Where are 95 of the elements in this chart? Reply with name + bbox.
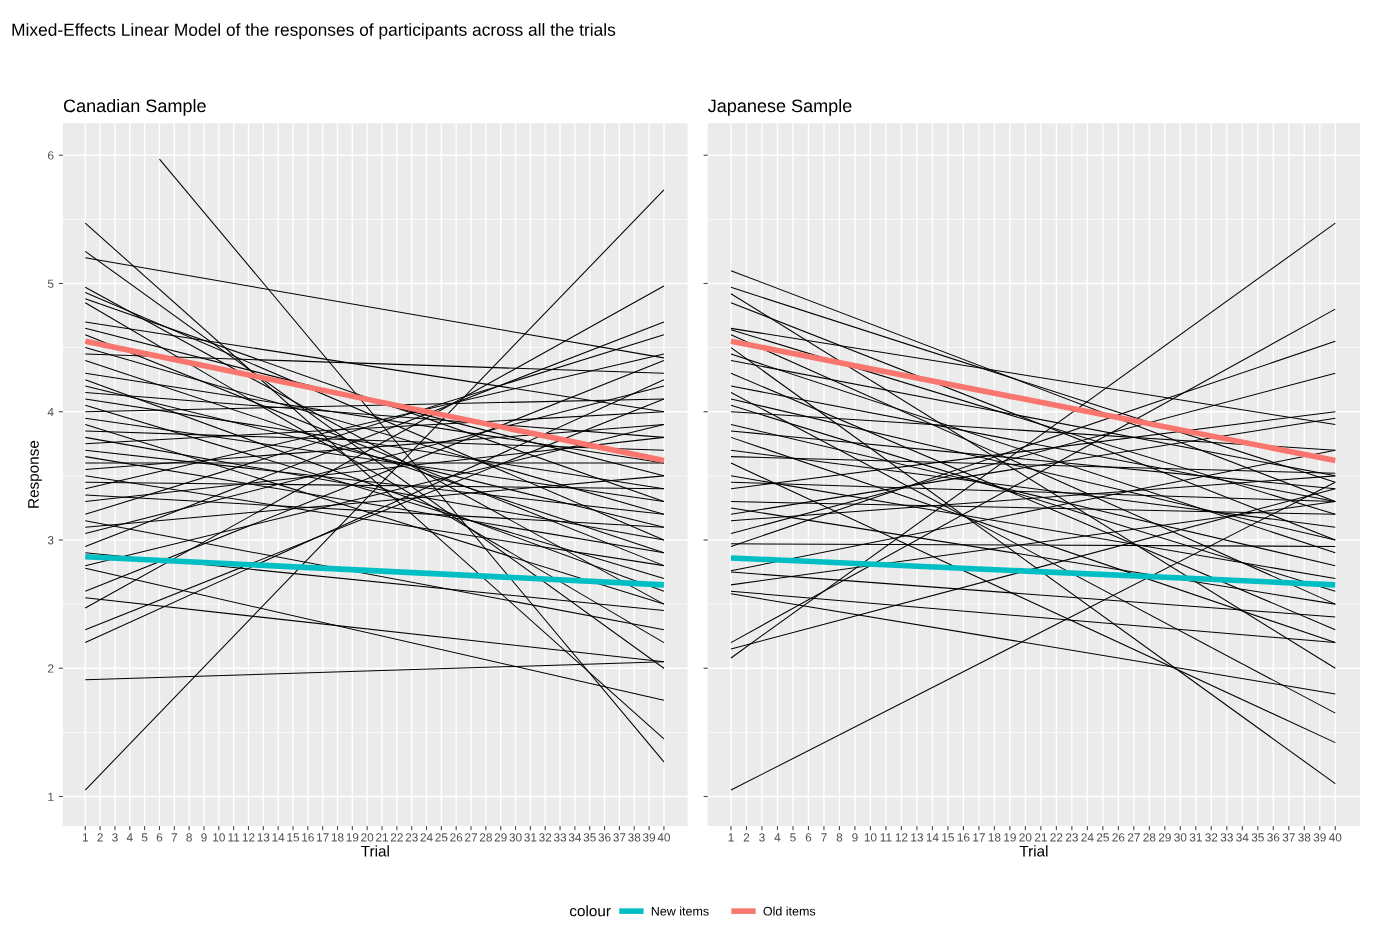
x-tick-label: 14	[272, 833, 285, 842]
x-tick-label: 26	[450, 833, 463, 842]
text: Mixed-Effects Linear Model of the responses of participants across all the trials	[12, 23, 616, 40]
x-tick-label: 40	[657, 833, 671, 842]
y-tick-label: 4	[47, 407, 54, 417]
x-tick-label: 35	[583, 833, 596, 842]
x-tick-label: 13	[911, 833, 923, 842]
x-tick-label: 3	[112, 833, 118, 842]
x-tick-label: 23	[405, 833, 418, 842]
x-tick-label: 28	[1143, 833, 1156, 842]
x-tick-label: 2	[97, 833, 103, 842]
x-tick-label: 7	[171, 833, 177, 842]
x-tick-label: 3	[759, 833, 765, 842]
x-tick-label: 32	[539, 833, 552, 842]
x-tick-label: 8	[186, 833, 192, 842]
x-tick-label: 4	[126, 833, 133, 842]
x-tick-label: 37	[613, 833, 626, 842]
x-tick-label: 27	[465, 833, 478, 842]
x-tick-label: 20	[361, 833, 374, 842]
x-tick-label: 31	[1189, 833, 1202, 842]
x-tick-label: 19	[346, 833, 359, 842]
x-tick-label: 11	[228, 833, 240, 842]
x-axis-title: Trial	[361, 845, 389, 857]
x-tick-label: 11	[880, 833, 892, 842]
y-axis-title: Response	[28, 440, 42, 508]
x-tick-label: 34	[1236, 833, 1249, 842]
x-tick-label: 6	[805, 833, 812, 842]
x-tick-label: 31	[524, 833, 537, 842]
x-tick-label: 12	[895, 833, 908, 842]
legend-label: New items	[651, 906, 709, 916]
x-tick-label: 21	[376, 833, 388, 842]
x-tick-label: 33	[553, 833, 567, 842]
x-tick-label: 27	[1127, 833, 1140, 842]
x-tick-label: 26	[1112, 833, 1125, 842]
x-tick-label: 24	[1081, 833, 1094, 842]
x-tick-label: 18	[988, 833, 1001, 842]
y-tick-label: 3	[47, 536, 54, 545]
x-tick-label: 10	[213, 833, 225, 842]
x-tick-label: 16	[957, 833, 970, 842]
x-tick-label: 2	[743, 833, 750, 842]
x-tick-label: 16	[302, 833, 314, 842]
x-tick-label: 21	[1034, 833, 1047, 842]
x-tick-label: 29	[1158, 833, 1171, 842]
x-tick-label: 38	[628, 833, 641, 842]
x-tick-label: 14	[926, 833, 939, 842]
x-tick-label: 6	[156, 833, 163, 842]
x-tick-label: 17	[973, 833, 985, 842]
x-tick-label: 15	[942, 833, 954, 842]
x-tick-label: 9	[201, 833, 207, 842]
x-tick-label: 23	[1065, 833, 1078, 842]
x-tick-label: 13	[257, 833, 270, 842]
x-tick-label: 1	[82, 833, 88, 842]
x-tick-label: 30	[509, 833, 522, 842]
x-tick-label: 1	[728, 833, 734, 842]
x-tick-label: 36	[1267, 833, 1280, 842]
y-tick-label: 1	[48, 792, 54, 801]
x-tick-label: 33	[1220, 833, 1233, 842]
x-tick-label: 36	[598, 833, 611, 842]
x-tick-label: 10	[864, 833, 877, 842]
x-axis-title: Trial	[1019, 845, 1048, 857]
legend-title: colour	[569, 905, 611, 917]
x-tick-label: 12	[242, 833, 255, 842]
x-tick-label: 34	[568, 833, 582, 842]
x-tick-label: 18	[331, 833, 344, 842]
x-tick-label: 9	[852, 833, 858, 842]
chart-title: Canadian Sample	[63, 98, 206, 116]
x-tick-label: 38	[1298, 833, 1311, 842]
x-tick-label: 39	[1313, 833, 1326, 842]
y-tick-label: 2	[48, 664, 54, 673]
legend-label: Old items	[763, 906, 816, 916]
x-tick-label: 25	[435, 833, 448, 842]
x-tick-label: 19	[1004, 833, 1016, 842]
x-tick-label: 20	[1019, 833, 1032, 842]
x-tick-label: 5	[141, 833, 148, 842]
x-tick-label: 22	[390, 833, 403, 842]
x-tick-label: 4	[774, 833, 781, 842]
y-tick-label: 6	[48, 151, 54, 160]
x-tick-label: 32	[1205, 833, 1218, 842]
x-tick-label: 29	[494, 833, 507, 842]
x-tick-label: 7	[821, 833, 827, 842]
x-tick-label: 22	[1050, 833, 1063, 842]
x-tick-label: 30	[1174, 833, 1187, 842]
x-tick-label: 35	[1251, 833, 1264, 842]
y-tick-label: 5	[47, 279, 54, 288]
x-tick-label: 8	[836, 833, 843, 842]
x-tick-label: 15	[287, 833, 300, 842]
x-tick-label: 37	[1282, 833, 1295, 842]
chart-title: Japanese Sample	[708, 98, 852, 116]
x-tick-label: 25	[1096, 833, 1109, 842]
x-tick-label: 39	[642, 833, 656, 842]
x-tick-label: 24	[420, 833, 433, 842]
x-tick-label: 17	[317, 833, 329, 842]
x-tick-label: 28	[479, 833, 492, 842]
x-tick-label: 40	[1328, 833, 1342, 842]
x-tick-label: 5	[790, 833, 796, 842]
